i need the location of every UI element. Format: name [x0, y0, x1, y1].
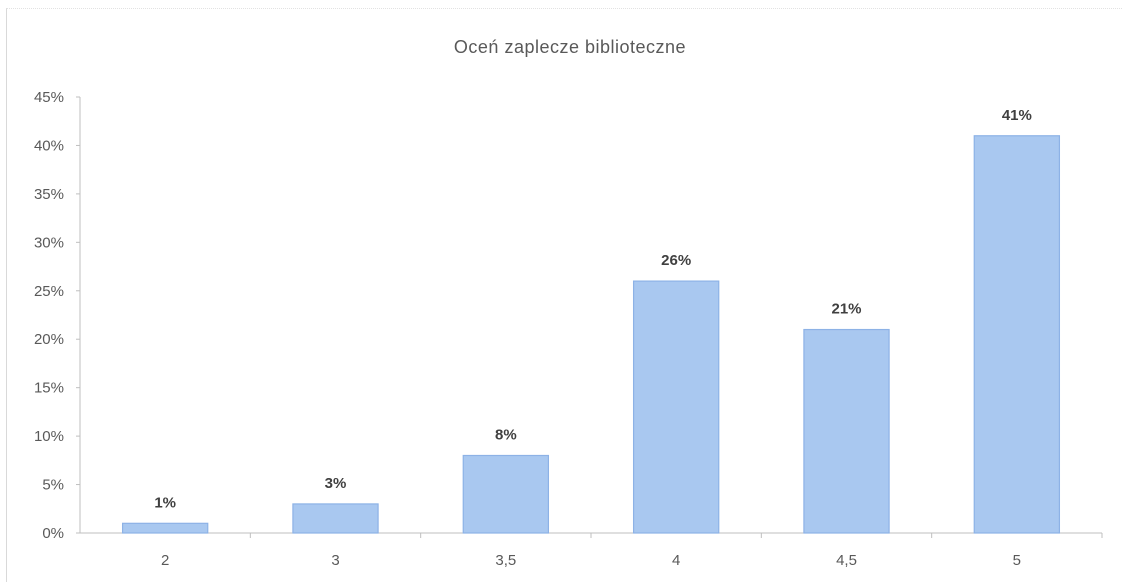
- data-label: 1%: [154, 494, 176, 511]
- bar: [462, 454, 550, 534]
- x-tick-label: 4,5: [836, 552, 857, 569]
- data-label: 8%: [495, 426, 517, 443]
- y-tick-label: 25%: [34, 283, 64, 300]
- y-tick-label: 20%: [34, 331, 64, 348]
- y-tick-label: 15%: [34, 380, 64, 397]
- bars: [121, 135, 1061, 534]
- x-tick-label: 3,5: [495, 552, 516, 569]
- x-axis: 2 3 3,5 4 4,5 5: [80, 532, 1103, 569]
- bar: [632, 280, 720, 534]
- y-axis: 0% 5% 10% 15% 20% 25% 30% 35% 40% 45%: [34, 89, 81, 542]
- data-label: 3%: [325, 475, 347, 492]
- x-tick-label: 5: [1013, 552, 1021, 569]
- bar: [803, 328, 890, 534]
- y-tick-label: 45%: [34, 89, 64, 106]
- y-tick-label: 0%: [42, 525, 64, 542]
- y-tick-label: 5%: [42, 477, 64, 494]
- y-tick-label: 30%: [34, 234, 64, 251]
- y-tick-label: 35%: [34, 186, 64, 203]
- y-tick-label: 10%: [34, 428, 64, 445]
- bar: [973, 135, 1061, 534]
- x-tick-label: 4: [672, 552, 680, 569]
- data-labels: 1% 3% 8% 26% 21% 41%: [154, 107, 1032, 512]
- x-tick-label: 2: [161, 552, 169, 569]
- data-label: 26%: [661, 252, 691, 269]
- data-label: 21%: [831, 301, 861, 318]
- bar: [121, 522, 209, 534]
- chart-title: Oceń zaplecze biblioteczne: [454, 37, 686, 57]
- bar: [292, 503, 379, 534]
- data-label: 41%: [1002, 107, 1032, 124]
- y-tick-label: 40%: [34, 137, 64, 154]
- x-tick-label: 3: [331, 552, 339, 569]
- chart-frame: [6, 8, 1122, 582]
